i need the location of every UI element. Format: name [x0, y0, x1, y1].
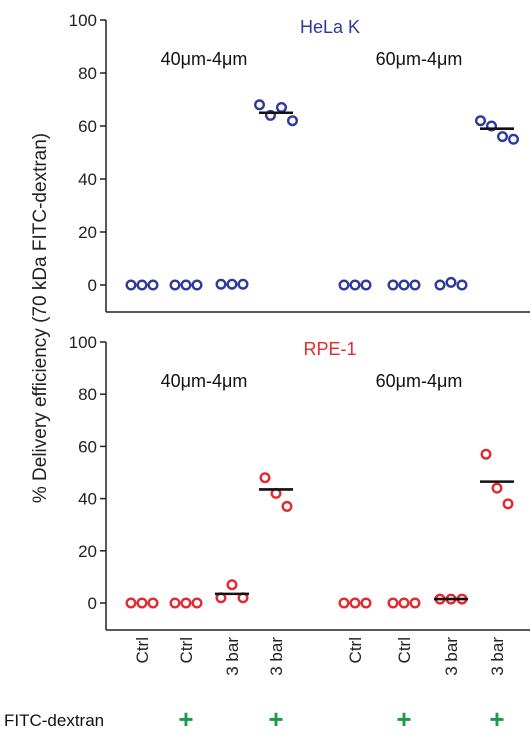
y-tick-label: 40 [78, 170, 97, 189]
data-point [508, 133, 520, 145]
fitc-mark: + [396, 704, 411, 734]
data-point [147, 597, 159, 609]
panel-1: 0 20 40 60 80 100 HeLa K 40μm-4μm 60μm-4μm [69, 11, 530, 313]
data-point [191, 597, 203, 609]
category-label: 3 bar [223, 637, 242, 676]
data-point [226, 278, 238, 290]
y-tick-label: 80 [78, 385, 97, 404]
data-point [409, 597, 421, 609]
panel-title: HeLa K [300, 17, 360, 37]
data-point [338, 279, 350, 291]
group-label: 40μm-4μm [161, 371, 248, 391]
data-point [169, 597, 181, 609]
y-tick-label: 80 [78, 64, 97, 83]
data-point [387, 597, 399, 609]
category-label: Ctrl [346, 637, 365, 663]
data-point [259, 472, 271, 484]
category-label: 3 bar [267, 637, 286, 676]
data-point [398, 279, 410, 291]
category-label: Ctrl [177, 637, 196, 663]
data-point [349, 279, 361, 291]
y-axis-label: % Delivery efficiency (70 kDa FITC-dextr… [30, 133, 51, 503]
category-label: Ctrl [395, 637, 414, 663]
data-point [486, 120, 498, 132]
data-point [125, 279, 137, 291]
data-point [125, 597, 137, 609]
data-point [360, 597, 372, 609]
panel-2: 0 20 40 60 80 100 RPE-1 40μm-4μm 60μm-4μm [69, 333, 530, 631]
data-point [475, 115, 487, 127]
category-label: 3 bar [488, 637, 507, 676]
data-point [398, 597, 410, 609]
y-tick-label: 40 [78, 490, 97, 509]
data-point [456, 279, 468, 291]
data-point [409, 279, 421, 291]
y-tick-label: 60 [78, 117, 97, 136]
data-point [226, 579, 238, 591]
data-point [387, 279, 399, 291]
y-tick-label: 100 [69, 333, 97, 352]
data-point [445, 276, 457, 288]
y-tick-label: 0 [88, 276, 97, 295]
data-point [215, 278, 227, 290]
data-point [434, 279, 446, 291]
category-label: Ctrl [133, 637, 152, 663]
data-point [349, 597, 361, 609]
y-tick-label: 100 [69, 11, 97, 30]
data-point [180, 279, 192, 291]
data-point [480, 448, 492, 460]
data-point [237, 278, 249, 290]
group-label: 60μm-4μm [376, 371, 463, 391]
y-tick-label: 20 [78, 542, 97, 561]
data-point [253, 99, 265, 111]
y-tick-label: 60 [78, 437, 97, 456]
group-label: 60μm-4μm [376, 49, 463, 69]
group-label: 40μm-4μm [161, 49, 248, 69]
data-point [497, 131, 509, 143]
data-point [276, 101, 288, 113]
panel-title: RPE-1 [303, 339, 356, 359]
data-point [360, 279, 372, 291]
data-point [491, 482, 503, 494]
fitc-mark: + [268, 704, 283, 734]
data-point [265, 109, 277, 121]
y-tick-label: 0 [88, 594, 97, 613]
category-label: 3 bar [442, 637, 461, 676]
data-point [338, 597, 350, 609]
data-point [191, 279, 203, 291]
fitc-row-label: FITC-dextran [4, 711, 104, 730]
fitc-mark: + [178, 704, 193, 734]
data-point [136, 597, 148, 609]
data-point [180, 597, 192, 609]
data-point [281, 500, 293, 512]
y-tick-label: 20 [78, 223, 97, 242]
data-point [502, 498, 514, 510]
data-point [147, 279, 159, 291]
data-point [287, 115, 299, 127]
data-point [136, 279, 148, 291]
fitc-mark: + [489, 704, 504, 734]
data-point [169, 279, 181, 291]
